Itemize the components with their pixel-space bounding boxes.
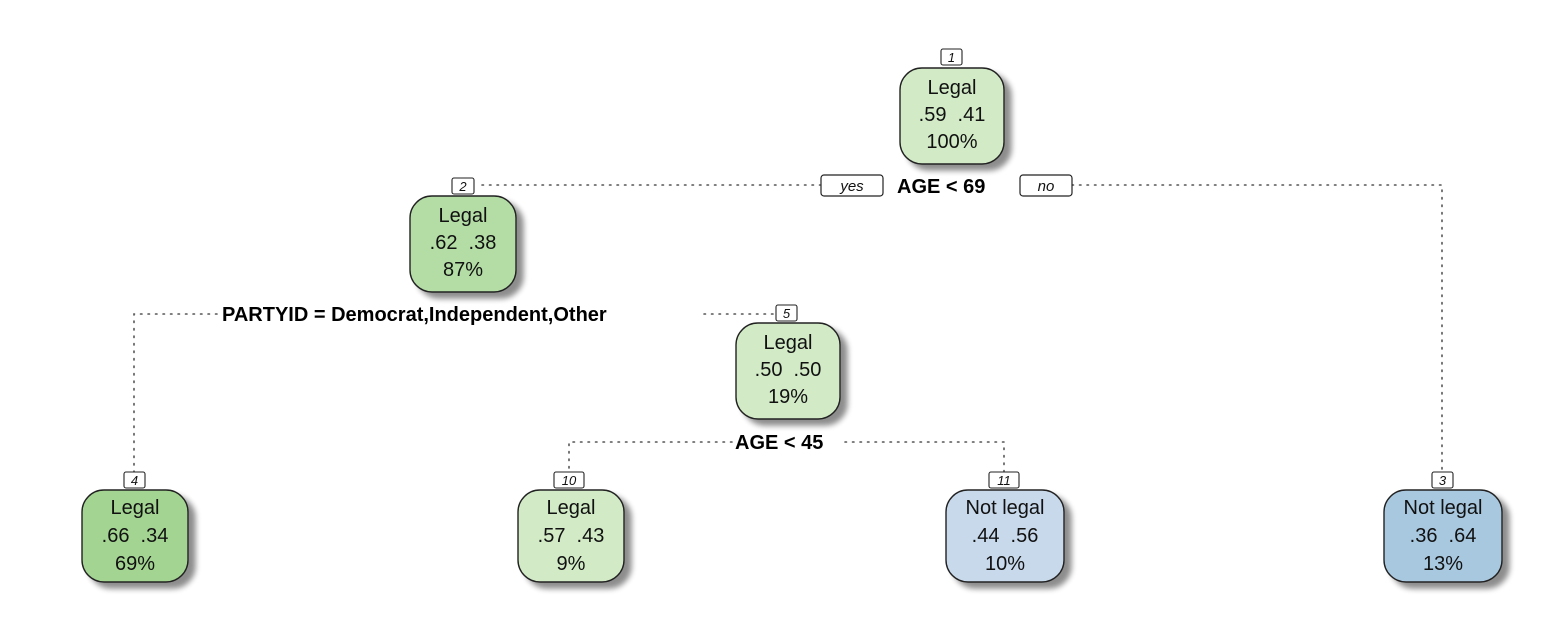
svg-text:10: 10	[562, 473, 577, 488]
node-4-percent: 69%	[115, 553, 155, 575]
edge-5-11	[844, 441, 1005, 473]
node-box-11	[945, 489, 1065, 583]
node-number-2: 2	[451, 177, 475, 195]
node-5-label: Legal	[764, 332, 813, 354]
node-1-probs: .59 .41	[919, 104, 986, 126]
node-box-1	[899, 67, 1005, 165]
node-box-4	[81, 489, 189, 583]
node-number-4: 4	[123, 471, 146, 489]
node-5-percent: 19%	[768, 386, 808, 408]
node-number-1: 1	[940, 48, 963, 66]
node-10-label: Legal	[547, 497, 596, 519]
node-box-3	[1383, 489, 1503, 583]
node-11-label: Not legal	[966, 497, 1045, 519]
node-3-label: Not legal	[1404, 497, 1483, 519]
node-1-label: Legal	[928, 77, 977, 99]
svg-text:2: 2	[458, 179, 467, 194]
node-10-percent: 9%	[557, 553, 586, 575]
split-label-root: AGE < 69	[897, 176, 985, 198]
node-1-percent: 100%	[926, 131, 977, 153]
edge-1-3	[1071, 184, 1443, 473]
node-number-3: 3	[1431, 471, 1454, 489]
yes-branch-label: yes	[820, 174, 884, 197]
svg-text:5: 5	[783, 306, 791, 321]
node-number-10: 10	[553, 471, 585, 489]
node-number-11: 11	[988, 471, 1020, 489]
svg-text:no: no	[1038, 178, 1055, 195]
node-11-percent: 10%	[985, 553, 1025, 575]
edge-2-4	[133, 313, 218, 473]
no-branch-label: no	[1019, 174, 1073, 197]
node-5-probs: .50 .50	[755, 359, 822, 381]
node-4-probs: .66 .34	[102, 525, 169, 547]
edge-5-10	[568, 441, 733, 473]
node-2-label: Legal	[439, 205, 488, 227]
node-box-2	[409, 195, 517, 293]
split-label-node2: PARTYID = Democrat,Independent,Other	[222, 304, 607, 326]
node-box-10	[517, 489, 625, 583]
svg-text:11: 11	[997, 473, 1011, 488]
node-10-probs: .57 .43	[538, 525, 605, 547]
tree-edges	[133, 184, 1443, 473]
node-3-probs: .36 .64	[1410, 525, 1477, 547]
node-box-5	[735, 322, 841, 420]
node-3-percent: 13%	[1423, 553, 1463, 575]
svg-text:yes: yes	[839, 178, 864, 195]
split-label-node5: AGE < 45	[735, 432, 823, 454]
node-11-probs: .44 .56	[972, 525, 1039, 547]
node-2-probs: .62 .38	[430, 232, 497, 254]
node-4-label: Legal	[111, 497, 160, 519]
svg-text:3: 3	[1439, 473, 1447, 488]
svg-text:4: 4	[131, 473, 138, 488]
node-number-5: 5	[775, 304, 798, 322]
node-2-percent: 87%	[443, 259, 483, 281]
svg-text:1: 1	[948, 50, 955, 65]
